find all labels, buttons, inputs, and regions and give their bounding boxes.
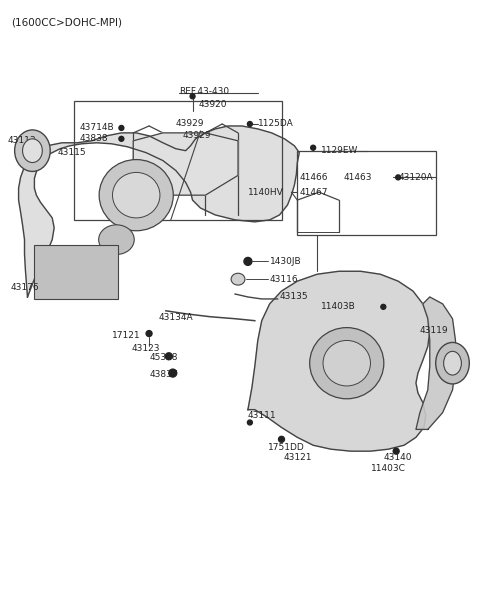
Polygon shape <box>133 133 238 195</box>
Text: 43115: 43115 <box>57 148 86 157</box>
Text: 43119: 43119 <box>420 326 448 335</box>
Polygon shape <box>248 272 430 451</box>
Circle shape <box>169 369 177 377</box>
Polygon shape <box>416 297 456 429</box>
Text: 43176: 43176 <box>11 283 39 292</box>
Ellipse shape <box>310 327 384 399</box>
Ellipse shape <box>14 130 50 171</box>
Circle shape <box>166 353 172 360</box>
Text: 43929: 43929 <box>176 120 204 128</box>
Text: 43134A: 43134A <box>159 313 193 322</box>
Text: 41467: 41467 <box>300 188 328 197</box>
Circle shape <box>247 420 252 425</box>
Text: 17121: 17121 <box>111 331 140 340</box>
Circle shape <box>119 125 124 130</box>
Text: 43120A: 43120A <box>398 173 433 182</box>
Circle shape <box>393 448 399 454</box>
Text: 43837: 43837 <box>149 369 178 379</box>
Circle shape <box>311 145 316 150</box>
Text: 43929: 43929 <box>183 131 211 140</box>
Circle shape <box>119 136 124 141</box>
Text: 43135: 43135 <box>279 293 308 302</box>
Text: 1140HV: 1140HV <box>248 188 284 197</box>
Text: 41466: 41466 <box>300 173 328 182</box>
Text: (1600CC>DOHC-MPI): (1600CC>DOHC-MPI) <box>11 17 122 27</box>
Ellipse shape <box>436 342 469 384</box>
Bar <box>35 244 119 299</box>
Circle shape <box>244 257 252 265</box>
Ellipse shape <box>323 340 371 386</box>
Circle shape <box>278 436 285 442</box>
Polygon shape <box>19 126 300 297</box>
Text: 43140: 43140 <box>384 452 412 462</box>
Text: 1751DD: 1751DD <box>268 443 304 452</box>
Text: 43920: 43920 <box>199 100 227 109</box>
Bar <box>297 151 436 234</box>
Ellipse shape <box>444 351 461 375</box>
Text: 1430JB: 1430JB <box>270 257 301 266</box>
Text: 43121: 43121 <box>284 452 312 462</box>
Text: 43123: 43123 <box>131 344 160 353</box>
Text: 1125DA: 1125DA <box>258 120 294 128</box>
Text: 43113: 43113 <box>8 136 36 145</box>
Text: 43714B: 43714B <box>80 124 115 133</box>
Ellipse shape <box>231 273 245 285</box>
Circle shape <box>396 175 401 180</box>
Circle shape <box>381 305 386 309</box>
Ellipse shape <box>112 173 160 218</box>
Text: 41463: 41463 <box>344 173 372 182</box>
Text: 43111: 43111 <box>248 411 276 420</box>
Text: 43116: 43116 <box>270 274 298 284</box>
Circle shape <box>146 330 152 336</box>
Text: 43838: 43838 <box>80 134 108 143</box>
Circle shape <box>190 94 195 99</box>
Text: 11403C: 11403C <box>371 465 405 474</box>
Text: 1129EW: 1129EW <box>321 146 359 155</box>
Circle shape <box>247 121 252 127</box>
Text: 45328: 45328 <box>149 353 178 362</box>
Ellipse shape <box>99 225 134 254</box>
Text: REF.43-430: REF.43-430 <box>179 87 229 96</box>
Ellipse shape <box>23 139 42 163</box>
Text: 11403B: 11403B <box>321 302 356 312</box>
Bar <box>74 101 281 220</box>
Ellipse shape <box>99 160 173 231</box>
